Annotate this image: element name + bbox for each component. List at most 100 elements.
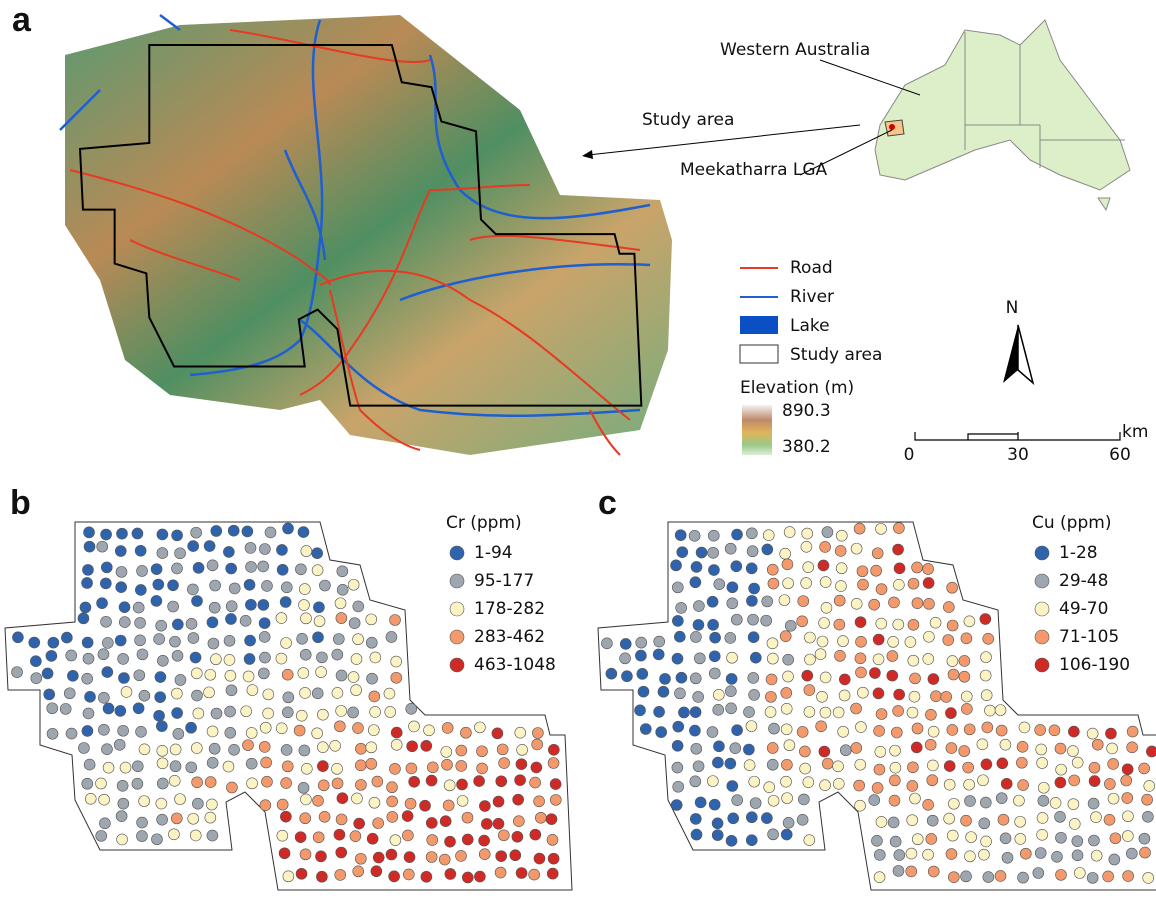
sample-point: [135, 584, 147, 596]
sample-point: [922, 577, 935, 589]
sample-point: [713, 740, 725, 753]
sample-point: [979, 669, 992, 682]
sample-point: [1090, 811, 1102, 823]
sample-point: [1121, 763, 1134, 776]
sample-point: [81, 636, 94, 649]
sample-point: [275, 612, 288, 624]
scale-label: 30: [1007, 445, 1029, 465]
legend-label: 380.2: [782, 437, 831, 457]
sample-point: [134, 617, 146, 629]
sample-point: [855, 636, 867, 648]
sample-point: [634, 704, 646, 717]
sample-point: [300, 545, 313, 557]
sample-point: [834, 650, 846, 662]
sample-point: [385, 848, 398, 861]
sample-point: [352, 600, 365, 613]
north-arrow: [1003, 324, 1035, 386]
sample-point: [261, 580, 273, 592]
sample-point: [224, 705, 236, 718]
sample-point: [1086, 727, 1099, 740]
sample-point: [692, 691, 704, 703]
sample-point: [275, 652, 288, 665]
sample-point: [690, 828, 703, 841]
sample-point: [318, 811, 331, 823]
sample-point: [730, 560, 743, 573]
sample-point: [11, 666, 23, 678]
sample-point: [46, 702, 59, 715]
sample-point: [706, 726, 719, 738]
sample-point: [760, 614, 772, 627]
sample-point: [28, 636, 41, 649]
sample-point: [1035, 743, 1048, 756]
sample-point: [799, 762, 811, 775]
sample-point: [819, 576, 832, 588]
sample-point: [854, 758, 867, 771]
sample-point: [334, 720, 346, 733]
sample-point: [781, 758, 793, 771]
sample-point: [707, 546, 719, 559]
sample-point: [1054, 776, 1067, 789]
sample-point: [1108, 853, 1121, 866]
sample-point: [925, 833, 938, 845]
sample-point: [155, 619, 167, 632]
sample-point: [747, 613, 759, 626]
sample-point: [784, 619, 797, 632]
sample-point: [258, 741, 271, 753]
panel-label: a: [12, 1, 32, 39]
sample-point: [116, 833, 128, 846]
sample-point: [689, 775, 702, 788]
sample-point: [331, 777, 344, 790]
sample-point: [945, 848, 958, 860]
sample-point: [930, 690, 942, 702]
sample-point: [636, 668, 649, 680]
sample-point: [210, 525, 223, 537]
sample-point: [83, 758, 96, 771]
sample-point: [708, 667, 721, 680]
sample-point: [242, 670, 255, 683]
sample-point: [404, 797, 417, 810]
sample-point: [547, 852, 560, 865]
sample-point: [204, 668, 217, 681]
sample-point: [1068, 774, 1080, 787]
sample-point: [408, 775, 420, 788]
sample-point: [240, 705, 252, 718]
sample-point: [833, 618, 846, 631]
sample-point: [1126, 725, 1139, 738]
sample-point: [461, 833, 474, 846]
sample-point: [227, 524, 240, 537]
sample-point: [1143, 780, 1156, 792]
sample-point: [893, 522, 905, 534]
sample-point: [873, 871, 886, 883]
sample-point: [372, 817, 384, 829]
sample-point: [927, 725, 940, 738]
sample-point: [850, 542, 863, 555]
sample-point: [443, 779, 456, 792]
sample-point: [390, 738, 403, 751]
sample-point: [491, 727, 504, 740]
panel-label: c: [598, 484, 617, 522]
sample-point: [780, 828, 793, 841]
sample-point: [311, 687, 324, 700]
sample-point: [369, 651, 382, 664]
sample-point: [671, 652, 684, 665]
sample-point: [167, 579, 179, 592]
sample-point: [857, 686, 869, 699]
sample-point: [1017, 871, 1029, 884]
sample-point: [546, 867, 559, 880]
sample-point: [870, 564, 882, 577]
sample-point: [689, 724, 701, 737]
sample-point: [1001, 851, 1014, 864]
sample-point: [372, 851, 385, 864]
sample-point: [780, 775, 792, 788]
sample-point: [136, 816, 148, 829]
sample-point: [927, 865, 940, 878]
sample-point: [368, 724, 380, 736]
sample-point: [133, 669, 146, 682]
sample-point: [857, 578, 869, 591]
legend-label: 283-462: [474, 627, 545, 647]
sample-point: [280, 637, 292, 649]
sample-point: [909, 792, 921, 805]
sample-point: [262, 707, 274, 720]
sample-point: [978, 817, 991, 830]
sample-point: [781, 558, 794, 571]
